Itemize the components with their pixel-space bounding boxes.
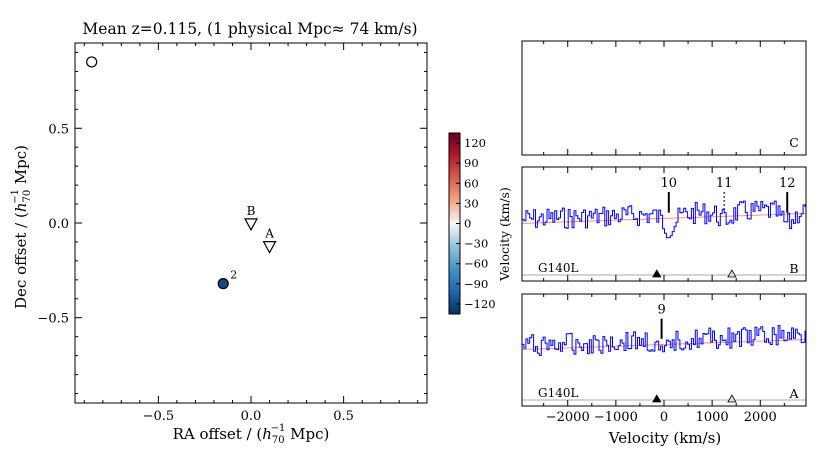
sightline-marker (262, 241, 277, 254)
colorbar-tick-label: 120 (464, 136, 486, 150)
sightline-marker (243, 218, 259, 232)
spectrum-ylabel: Velocity (km/s) (497, 187, 512, 282)
instrument-label: G140L (538, 386, 578, 400)
absorber-label: 12 (779, 176, 796, 191)
map-xtick-label: −0.5 (143, 409, 175, 424)
panel-label: A (788, 386, 799, 401)
spectrum-panel: C (521, 40, 807, 156)
spectrum-xtick-label: 2000 (744, 410, 777, 425)
galaxy-velocity-marker (652, 394, 662, 403)
colorbar-tick-label: 0 (464, 217, 471, 231)
map-xtick-label: 0.5 (333, 409, 354, 424)
map-ytick-label: −0.5 (37, 312, 69, 327)
instrument-label: G140L (538, 261, 578, 275)
panel-frame (521, 40, 807, 156)
colorbar-tick-label: 30 (464, 196, 479, 210)
map-points: 2 BA (86, 56, 277, 290)
map-xlabel: RA offset / (h70−1 Mpc) (173, 423, 330, 446)
sightline-label: B (247, 204, 256, 218)
flux-spectrum (522, 200, 806, 239)
absorber-label: 11 (716, 176, 733, 191)
absorber-label: 10 (661, 176, 678, 191)
colorbar-tick-label: −120 (464, 297, 496, 311)
map-ytick-label: 0.0 (48, 217, 69, 232)
map-title: Mean z=0.115, (1 physical Mpc≈ 74 km/s) (82, 20, 417, 38)
colorbar-ticks: 120 90 60 30 0 −30 −60 −90 −120 (456, 136, 496, 311)
galaxy-velocity-marker (727, 394, 737, 403)
panel-label: B (789, 261, 798, 276)
spectrum-xtick-label: 1000 (696, 410, 729, 425)
galaxy-point (86, 56, 98, 68)
map-xtick-label: 0.0 (241, 409, 262, 424)
spectrum-panel: 10 11 12 G140L B (521, 166, 807, 282)
map-ylabel: Dec offset / (h70−1 Mpc) (10, 145, 33, 309)
continuum-line (521, 212, 807, 224)
spectrum-xtick-label: −2000 (546, 410, 590, 425)
colorbar-tick-label: 90 (464, 156, 479, 170)
flux-spectrum (522, 325, 806, 356)
continuum-line (521, 339, 807, 350)
galaxy-point (217, 278, 229, 290)
spectrum-xtick-label: 0 (660, 410, 668, 425)
sightline-label: A (264, 227, 274, 241)
spectrum-panel: 9 G140L A (521, 293, 807, 407)
map-ticks: −0.5 0.0 0.5 0.5 0.0 −0.5 (37, 43, 427, 424)
galaxy-label: 2 (230, 269, 237, 282)
panel-label: C (789, 135, 799, 150)
galaxy-velocity-marker (652, 269, 662, 278)
spectrum-xlabel: Velocity (km/s) (608, 429, 721, 447)
spectra-panels: C 10 11 12 G140L B 9 G140L A −2000 −1000 0 1000 2000 (521, 40, 807, 425)
colorbar-tick-label: 60 (464, 176, 479, 190)
galaxy-velocity-marker (727, 269, 737, 278)
colorbar-tick-label: −30 (464, 237, 488, 251)
spectrum-xtick-label: −1000 (594, 410, 638, 425)
colorbar-tick-label: −90 (464, 277, 488, 291)
colorbar-tick-label: −60 (464, 257, 488, 271)
absorber-label: 9 (657, 303, 665, 318)
map-ytick-label: 0.5 (48, 122, 69, 137)
